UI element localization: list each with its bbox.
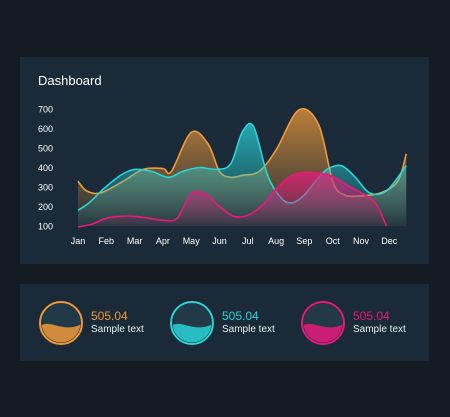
x-tick-label: Oct bbox=[326, 236, 341, 246]
series-line bbox=[77, 171, 388, 228]
x-tick-label: Feb bbox=[99, 236, 115, 246]
chart-panel: Dashboard bbox=[20, 57, 429, 264]
y-tick-label: 100 bbox=[38, 222, 53, 232]
gauge-ring bbox=[39, 301, 83, 345]
y-tick-label: 600 bbox=[38, 124, 53, 134]
stat-gauge bbox=[301, 301, 345, 345]
series-area bbox=[78, 172, 387, 227]
stat-gauge bbox=[170, 301, 214, 345]
y-tick-label: 300 bbox=[38, 183, 53, 193]
gauge-ring bbox=[170, 301, 214, 345]
x-tick-label: Sep bbox=[296, 236, 312, 246]
y-tick-label: 700 bbox=[38, 105, 53, 115]
x-tick-label: Jan bbox=[71, 236, 86, 246]
dashboard-title: Dashboard bbox=[38, 73, 102, 88]
series-line bbox=[77, 122, 407, 212]
x-tick-label: Jul bbox=[242, 236, 254, 246]
y-tick-label: 200 bbox=[38, 202, 53, 212]
x-tick-label: Jun bbox=[212, 236, 227, 246]
stats-panel bbox=[20, 284, 429, 361]
stat-value: 505.04 bbox=[353, 309, 390, 323]
x-tick-label: Dec bbox=[381, 236, 398, 246]
stat-label: Sample text bbox=[91, 324, 144, 335]
stat-label: Sample text bbox=[222, 324, 275, 335]
stat-value: 505.04 bbox=[91, 309, 128, 323]
x-tick-label: Nov bbox=[353, 236, 370, 246]
y-tick-label: 500 bbox=[38, 144, 53, 154]
x-tick-label: Mar bbox=[127, 236, 143, 246]
stat-label: Sample text bbox=[353, 324, 406, 335]
x-tick-label: May bbox=[183, 236, 201, 246]
stat-gauge bbox=[39, 301, 83, 345]
y-tick-label: 400 bbox=[38, 163, 53, 173]
gauge-ring bbox=[301, 301, 345, 345]
x-tick-label: Apr bbox=[156, 236, 170, 246]
x-tick-label: Aug bbox=[268, 236, 284, 246]
stat-value: 505.04 bbox=[222, 309, 259, 323]
